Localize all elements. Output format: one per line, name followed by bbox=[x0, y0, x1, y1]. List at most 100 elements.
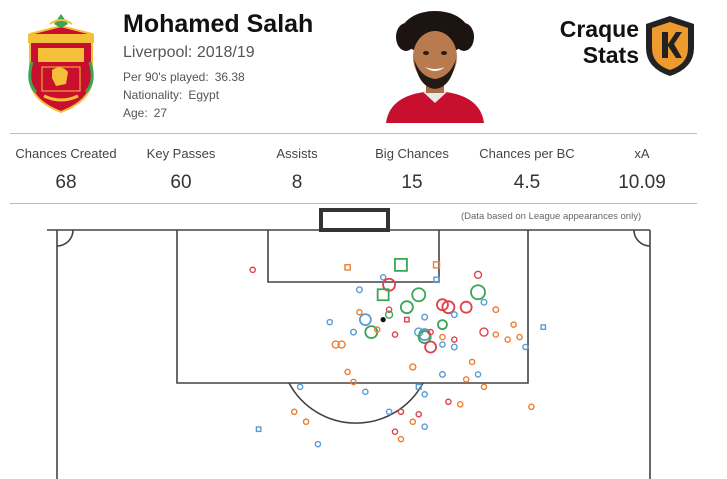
chance-point-26 bbox=[326, 318, 334, 326]
chance-point-51 bbox=[409, 363, 417, 371]
chance-points bbox=[249, 257, 547, 448]
chance-point-71 bbox=[421, 423, 428, 431]
chance-point-11 bbox=[470, 284, 486, 301]
stat-chances-per-bc-label: Chances per BC bbox=[479, 146, 575, 161]
chance-point-23 bbox=[403, 316, 410, 323]
chance-point-20 bbox=[384, 310, 394, 319]
chance-point-75 bbox=[314, 440, 322, 448]
chance-point-65 bbox=[290, 408, 298, 416]
chance-point-59 bbox=[296, 383, 304, 391]
chance-point-67 bbox=[397, 408, 405, 416]
stat-big-chances-value: 15 bbox=[401, 172, 423, 193]
chance-point-24 bbox=[421, 313, 429, 321]
chance-point-57 bbox=[480, 383, 488, 391]
chance-point-39 bbox=[451, 336, 458, 343]
stat-key-passes-label: Key Passes bbox=[146, 146, 216, 161]
age-label: Age: bbox=[123, 106, 148, 120]
chance-point-50 bbox=[468, 358, 476, 366]
chance-point-37 bbox=[427, 328, 434, 336]
chance-point-63 bbox=[456, 400, 464, 408]
chance-point-28 bbox=[510, 321, 517, 328]
chance-map-chart bbox=[47, 208, 651, 479]
chance-point-54 bbox=[438, 370, 446, 378]
chance-point-2 bbox=[394, 257, 408, 272]
chance-point-61 bbox=[421, 391, 428, 398]
divider-bottom bbox=[10, 203, 697, 204]
per90-value: 36.38 bbox=[214, 70, 245, 84]
chance-point-49 bbox=[522, 343, 529, 351]
chance-point-42 bbox=[504, 336, 511, 343]
brand-name: Craque Stats bbox=[543, 16, 639, 68]
chance-point-22 bbox=[380, 317, 386, 323]
chance-point-53 bbox=[350, 378, 357, 386]
chance-point-72 bbox=[255, 426, 262, 433]
stat-chances-created-label: Chances Created bbox=[15, 146, 117, 161]
chance-point-33 bbox=[391, 331, 399, 338]
chance-point-5 bbox=[433, 276, 440, 284]
chance-point-15 bbox=[441, 300, 456, 315]
goal bbox=[319, 208, 390, 232]
chance-point-68 bbox=[415, 410, 423, 418]
chance-point-40 bbox=[479, 327, 489, 337]
club-season: Liverpool: 2018/19 bbox=[123, 44, 255, 61]
chance-point-0 bbox=[249, 266, 256, 274]
chance-point-13 bbox=[399, 300, 414, 315]
nationality-row: Nationality: Egypt bbox=[123, 88, 219, 102]
chance-point-66 bbox=[385, 408, 393, 416]
chance-point-64 bbox=[528, 403, 535, 411]
chance-point-56 bbox=[474, 371, 482, 378]
chance-point-69 bbox=[409, 418, 417, 426]
chance-point-41 bbox=[492, 331, 500, 338]
chance-point-10 bbox=[411, 287, 427, 303]
stat-assists-value: 8 bbox=[291, 172, 303, 193]
chance-point-1 bbox=[344, 264, 351, 271]
stat-key-passes-value: 60 bbox=[170, 172, 192, 193]
chance-point-29 bbox=[540, 324, 547, 331]
player-photo bbox=[378, 7, 492, 123]
chance-point-46 bbox=[439, 341, 446, 348]
stat-chances-created-value: 68 bbox=[55, 172, 77, 193]
stat-assists-label: Assists bbox=[276, 146, 318, 161]
age-value: 27 bbox=[153, 106, 168, 120]
chance-point-62 bbox=[445, 398, 452, 406]
chance-point-60 bbox=[362, 388, 369, 396]
chance-point-17 bbox=[492, 306, 500, 314]
chance-point-58 bbox=[415, 383, 422, 390]
chance-point-36 bbox=[417, 330, 432, 344]
player-name: Mohamed Salah bbox=[123, 10, 314, 38]
nationality-value: Egypt bbox=[188, 88, 220, 102]
data-note: (Data based on League appearances only) bbox=[461, 211, 642, 222]
brand-shield-logo bbox=[642, 14, 698, 78]
brand-line1: Craque bbox=[559, 16, 639, 42]
per90-row: Per 90's played: 36.38 bbox=[123, 70, 245, 84]
chance-point-9 bbox=[376, 288, 390, 302]
penalty-box bbox=[176, 230, 529, 384]
chance-point-73 bbox=[391, 428, 399, 435]
six-yard-box bbox=[267, 230, 440, 283]
chance-point-8 bbox=[355, 286, 363, 294]
chance-point-44 bbox=[331, 340, 340, 349]
brand-line2: Stats bbox=[582, 42, 639, 68]
divider-top bbox=[10, 133, 697, 134]
nationality-label: Nationality: bbox=[123, 88, 183, 102]
per90-label: Per 90's played: bbox=[123, 70, 209, 84]
corner-arc-right bbox=[633, 229, 651, 247]
chance-point-30 bbox=[350, 328, 358, 336]
chance-point-45 bbox=[337, 340, 346, 349]
chance-point-70 bbox=[302, 418, 310, 426]
penalty-arc bbox=[288, 382, 424, 424]
chance-point-16 bbox=[459, 300, 473, 314]
chance-point-43 bbox=[516, 333, 523, 341]
chance-point-38 bbox=[439, 333, 446, 341]
chance-point-52 bbox=[344, 368, 351, 376]
stat-chances-per-bc-value: 4.5 bbox=[513, 172, 541, 193]
chance-point-74 bbox=[397, 435, 405, 443]
club-crest-logo bbox=[22, 12, 100, 116]
corner-arc-left bbox=[56, 229, 74, 247]
chance-point-47 bbox=[450, 343, 458, 351]
chance-point-19 bbox=[385, 306, 393, 313]
stat-xa-label: xA bbox=[634, 146, 650, 161]
chance-point-6 bbox=[473, 270, 483, 280]
chance-point-3 bbox=[432, 261, 441, 269]
pitch-lines bbox=[47, 229, 651, 479]
